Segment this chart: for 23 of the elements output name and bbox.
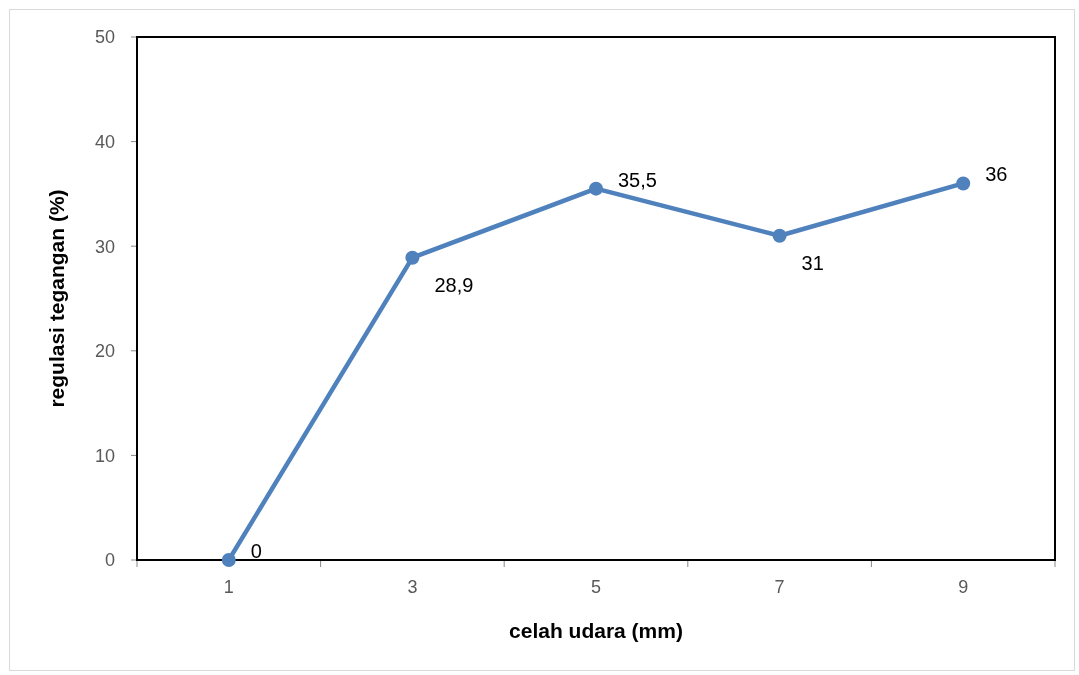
y-tick-label: 40 — [94, 131, 115, 152]
data-label: 36 — [985, 163, 1008, 186]
y-tick-label: 20 — [94, 341, 115, 362]
y-tick-label: 10 — [94, 445, 115, 466]
data-label: 28,9 — [434, 273, 474, 296]
x-tick-label: 3 — [407, 577, 418, 597]
point — [589, 181, 603, 196]
x-tick-label: 1 — [223, 577, 234, 597]
y-tick-label: 30 — [94, 236, 115, 257]
x-tick-label: 9 — [958, 577, 969, 597]
x-tick-label: 5 — [590, 577, 602, 597]
data-label: 35,5 — [618, 168, 657, 191]
point — [221, 553, 236, 567]
point — [956, 176, 971, 191]
x-tick-label: 7 — [774, 577, 785, 597]
point — [772, 228, 787, 243]
data-label: 0 — [250, 540, 262, 562]
y-axis-title: regulasi tegangan (%) — [45, 189, 68, 408]
y-tick-label: 50 — [94, 27, 115, 48]
point — [405, 250, 420, 265]
x-axis-title: celah udara (mm) — [509, 619, 683, 642]
data-label: 31 — [801, 251, 824, 274]
y-tick-label: 0 — [104, 550, 115, 571]
